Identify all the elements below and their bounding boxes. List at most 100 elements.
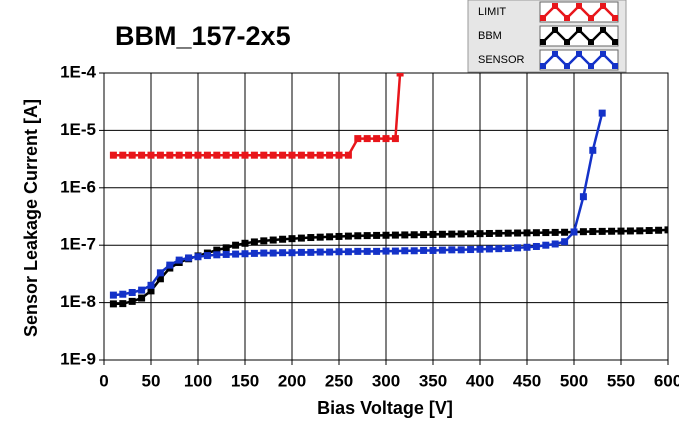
data-point	[279, 249, 287, 257]
data-point	[138, 294, 146, 302]
chart-title: BBM_157-2x5	[115, 21, 291, 51]
data-point	[504, 229, 512, 237]
data-point	[109, 300, 117, 308]
data-point	[213, 151, 221, 159]
y-tick-label: 1E-6	[60, 177, 96, 196]
data-point	[269, 151, 277, 159]
data-point	[316, 151, 324, 159]
data-point	[551, 228, 559, 236]
legend-marker	[564, 15, 570, 21]
data-point	[655, 226, 663, 234]
data-point	[429, 230, 437, 238]
legend-marker	[612, 63, 618, 69]
series-layer	[109, 73, 668, 308]
data-point	[391, 135, 399, 143]
data-point	[109, 151, 117, 159]
data-point	[316, 248, 324, 256]
data-point	[250, 151, 258, 159]
data-point	[363, 135, 371, 143]
data-point	[354, 247, 362, 255]
data-point	[316, 233, 324, 241]
data-point	[138, 286, 146, 294]
data-point	[542, 229, 550, 237]
x-tick-label: 150	[231, 371, 259, 390]
data-point	[401, 247, 409, 255]
data-point	[579, 228, 587, 236]
legend-marker	[552, 3, 558, 9]
data-point	[396, 73, 404, 77]
y-tick-label: 1E-7	[60, 235, 96, 254]
x-tick-label: 0	[99, 371, 108, 390]
legend-label: SENSOR	[478, 54, 525, 66]
legend-marker	[600, 27, 606, 33]
x-tick-label: 100	[184, 371, 212, 390]
data-point	[297, 234, 305, 242]
data-point	[288, 151, 296, 159]
legend-marker	[576, 51, 582, 57]
data-point	[598, 227, 606, 235]
data-point	[354, 232, 362, 240]
data-point	[326, 248, 334, 256]
data-point	[344, 248, 352, 256]
data-point	[156, 275, 164, 283]
data-point	[213, 251, 221, 259]
data-point	[156, 269, 164, 277]
legend-swatch-box	[539, 49, 619, 71]
data-point	[645, 227, 653, 235]
y-tick-label: 1E-8	[60, 292, 96, 311]
legend-marker	[552, 27, 558, 33]
data-point	[185, 254, 193, 262]
data-point	[260, 249, 268, 257]
data-point	[523, 243, 531, 251]
data-point	[485, 245, 493, 253]
data-point	[438, 246, 446, 254]
data-point	[250, 249, 258, 257]
data-point	[232, 151, 240, 159]
data-point	[467, 246, 475, 254]
legend-marker	[564, 39, 570, 45]
data-point	[363, 247, 371, 255]
data-point	[373, 231, 381, 239]
data-point	[532, 242, 540, 250]
data-point	[410, 247, 418, 255]
legend-marker	[552, 51, 558, 57]
data-point	[203, 252, 211, 260]
data-point	[589, 146, 597, 154]
data-point	[222, 244, 230, 252]
legend-marker	[612, 39, 618, 45]
data-point	[288, 235, 296, 243]
data-point	[326, 233, 334, 241]
data-point	[241, 151, 249, 159]
legend: LIMIT BBM SENSOR	[467, 0, 627, 73]
data-point	[297, 248, 305, 256]
legend-marker	[540, 63, 546, 69]
x-tick-label: 250	[325, 371, 353, 390]
data-point	[128, 151, 136, 159]
data-point	[166, 261, 174, 269]
legend-marker	[612, 15, 618, 21]
legend-swatch-box	[539, 25, 619, 47]
legend-marker	[576, 27, 582, 33]
data-point	[457, 246, 465, 254]
data-point	[109, 291, 117, 299]
x-tick-label: 200	[278, 371, 306, 390]
data-point	[617, 227, 625, 235]
data-point	[608, 227, 616, 235]
legend-marker	[576, 3, 582, 9]
data-point	[598, 109, 606, 117]
y-tick-label: 1E-5	[60, 120, 96, 139]
data-point	[420, 246, 428, 254]
data-point	[476, 230, 484, 238]
data-point	[279, 235, 287, 243]
data-point	[326, 151, 334, 159]
data-point	[532, 229, 540, 237]
data-point	[128, 297, 136, 305]
data-point	[420, 231, 428, 239]
data-point	[147, 287, 155, 295]
x-tick-label: 300	[372, 371, 400, 390]
legend-marker	[588, 39, 594, 45]
data-point	[373, 247, 381, 255]
data-point	[335, 232, 343, 240]
data-point	[147, 281, 155, 289]
x-tick-label: 550	[607, 371, 635, 390]
